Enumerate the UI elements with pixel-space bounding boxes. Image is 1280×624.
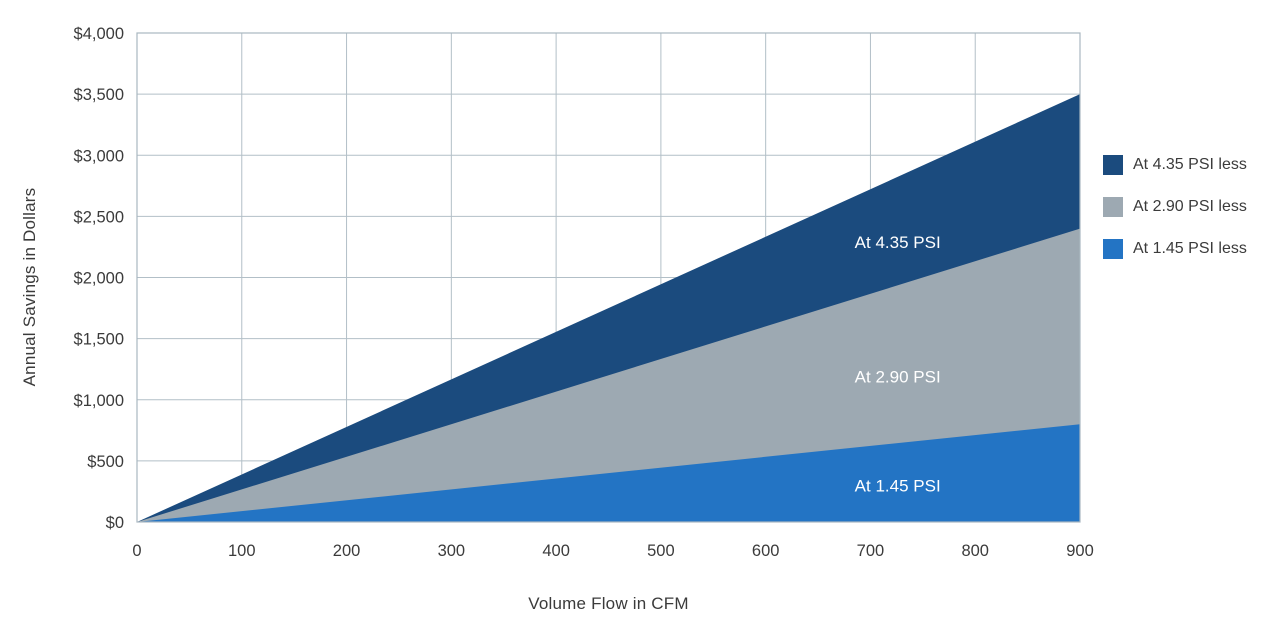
y-tick-label: $3,500 — [74, 86, 124, 104]
legend: At 4.35 PSI less At 2.90 PSI less At 1.4… — [1103, 155, 1247, 259]
x-tick-label: 100 — [228, 542, 256, 560]
legend-label-4-35-psi: At 4.35 PSI less — [1133, 156, 1247, 173]
legend-label-1-45-psi: At 1.45 PSI less — [1133, 240, 1247, 257]
legend-swatch-2-90-psi — [1103, 197, 1123, 217]
area-label-2: At 1.45 PSI — [855, 476, 941, 495]
y-tick-label: $500 — [87, 453, 124, 471]
x-tick-label: 800 — [961, 542, 989, 560]
area-series-1 — [137, 228, 1080, 522]
legend-item-2-90-psi: At 2.90 PSI less — [1103, 197, 1247, 217]
legend-swatch-4-35-psi — [1103, 155, 1123, 175]
x-tick-label: 500 — [647, 542, 675, 560]
y-tick-label: $2,500 — [74, 208, 124, 226]
y-tick-label: $4,000 — [74, 25, 124, 43]
y-tick-label: $0 — [106, 514, 124, 532]
y-tick-label: $3,000 — [74, 147, 124, 165]
x-tick-label: 0 — [132, 542, 141, 560]
legend-label-2-90-psi: At 2.90 PSI less — [1133, 198, 1247, 215]
y-tick-label: $1,000 — [74, 392, 124, 410]
x-tick-label: 600 — [752, 542, 780, 560]
x-axis-title: Volume Flow in CFM — [528, 594, 689, 613]
x-tick-label: 300 — [438, 542, 466, 560]
area-label-0: At 4.35 PSI — [855, 233, 941, 252]
x-tick-label: 700 — [857, 542, 885, 560]
plot-border — [136, 32, 1081, 523]
legend-swatch-1-45-psi — [1103, 239, 1123, 259]
y-tick-label: $1,500 — [74, 331, 124, 349]
legend-item-4-35-psi: At 4.35 PSI less — [1103, 155, 1247, 175]
x-tick-label: 400 — [542, 542, 570, 560]
y-tick-label: $2,000 — [74, 270, 124, 288]
legend-item-1-45-psi: At 1.45 PSI less — [1103, 239, 1247, 259]
x-tick-label: 900 — [1066, 542, 1094, 560]
y-axis-title: Annual Savings in Dollars — [20, 187, 39, 387]
area-label-1: At 2.90 PSI — [855, 368, 941, 387]
x-tick-label: 200 — [333, 542, 361, 560]
